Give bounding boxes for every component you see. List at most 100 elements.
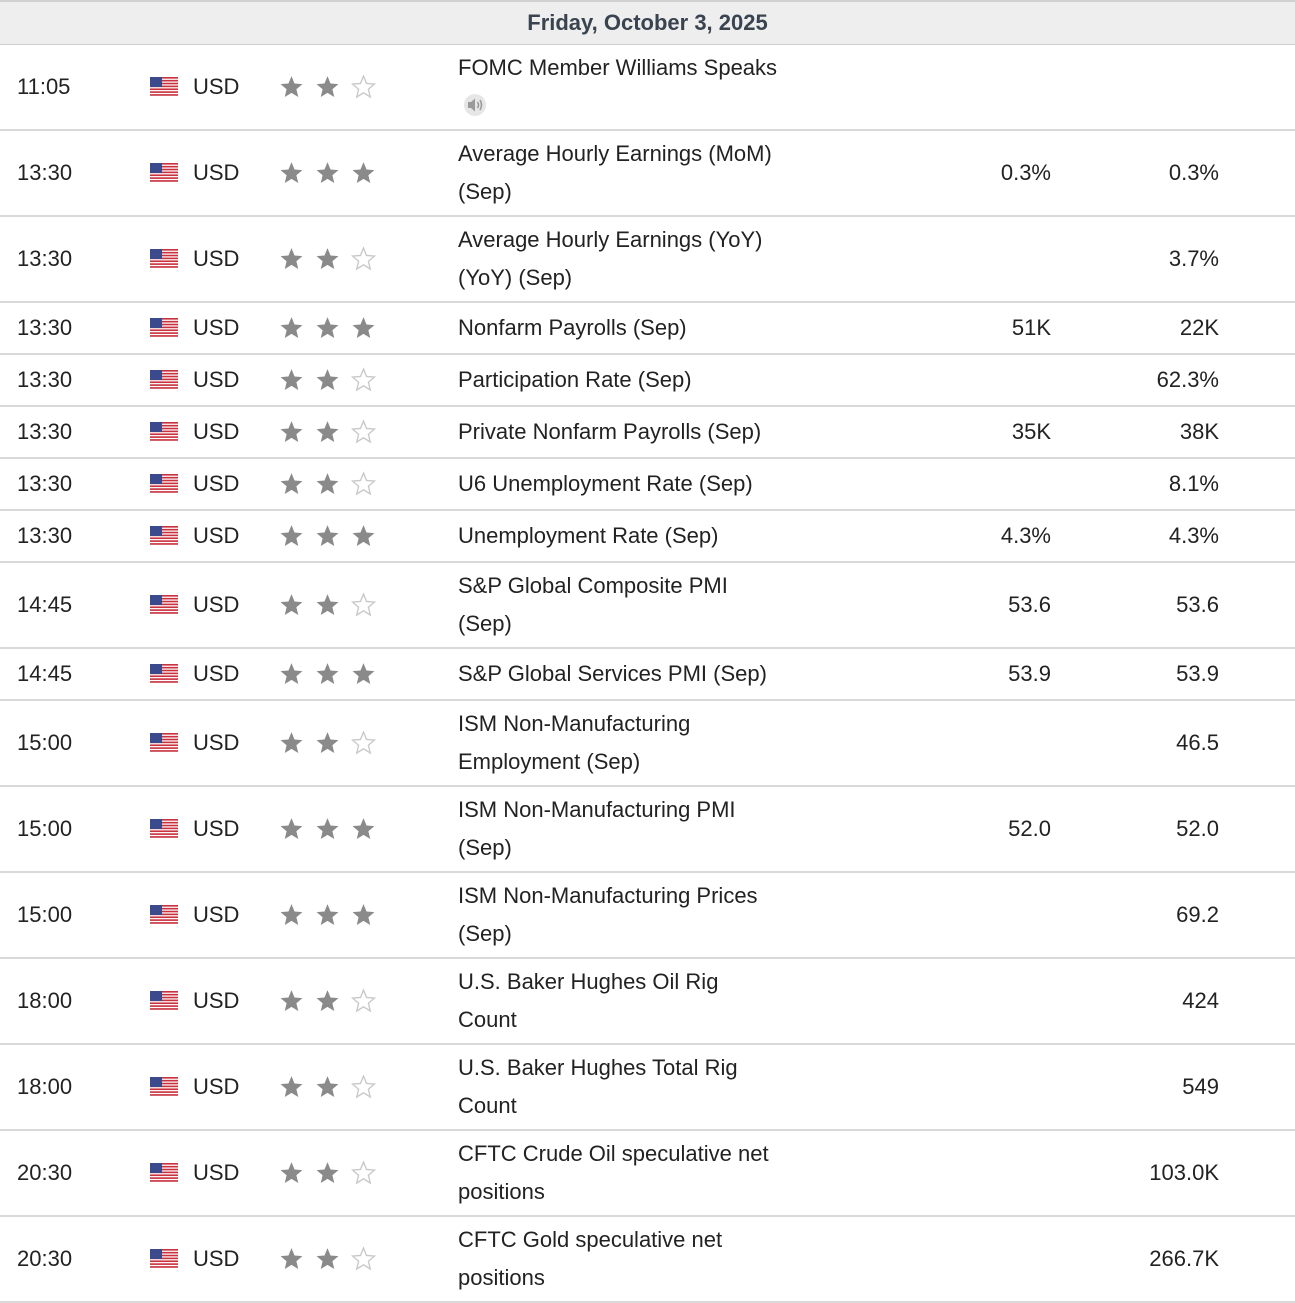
event-name-line2[interactable]: Count (458, 1093, 517, 1118)
event-name[interactable]: U.S. Baker Hughes Total Rig (458, 1055, 738, 1080)
event-name-cell[interactable]: Unemployment Rate (Sep) (458, 523, 818, 549)
event-name[interactable]: Average Hourly Earnings (MoM) (458, 141, 772, 166)
star-filled-icon (316, 1076, 339, 1097)
star-filled-icon (280, 732, 303, 753)
event-name[interactable]: ISM Non-Manufacturing (458, 711, 691, 736)
event-name-cell[interactable]: U.S. Baker Hughes Total Rig Count (458, 1049, 818, 1125)
event-name-line2[interactable]: positions (458, 1179, 545, 1204)
event-name-cell[interactable]: U6 Unemployment Rate (Sep) (458, 471, 818, 497)
event-row[interactable]: 13:30 USD Private Nonfarm Payrolls (Sep) 35… (0, 407, 1295, 459)
event-name-line2[interactable]: (Sep) (458, 921, 512, 946)
event-name-cell[interactable]: ISM Non-Manufacturing PMI (Sep) (458, 791, 818, 867)
star-filled-icon (280, 473, 303, 494)
star-filled-icon (316, 594, 339, 615)
event-name-line2[interactable]: (Sep) (458, 835, 512, 860)
event-name-line2[interactable]: Employment (Sep) (458, 749, 641, 774)
star-empty-icon (351, 988, 376, 1013)
event-row[interactable]: 13:30 USD Nonfarm Payrolls (Sep) 51K 22K (0, 303, 1295, 355)
event-name-cell[interactable]: S&P Global Services PMI (Sep) (458, 661, 818, 687)
event-currency: USD (193, 471, 240, 496)
event-row[interactable]: 14:45 USD S&P Global Services PMI (Sep) 53.… (0, 649, 1295, 701)
impact-stars (279, 74, 376, 100)
event-row[interactable]: 20:30 USD CFTC Crude Oil speculative net po… (0, 1131, 1295, 1217)
event-name[interactable]: ISM Non-Manufacturing Prices (458, 883, 758, 908)
event-row[interactable]: 13:30 USD U6 Unemployment Rate (Sep) 8.1% (0, 459, 1295, 511)
event-name[interactable]: CFTC Gold speculative net (458, 1227, 723, 1252)
event-currency: USD (193, 1246, 240, 1271)
star-filled-icon (280, 663, 303, 684)
event-name-cell[interactable]: ISM Non-Manufacturing Employment (Sep) (458, 705, 818, 781)
event-row[interactable]: 18:00 USD U.S. Baker Hughes Total Rig Count… (0, 1045, 1295, 1131)
event-forecast: 103.0K (1149, 1160, 1219, 1185)
event-name-line2[interactable]: Count (458, 1007, 517, 1032)
impact-stars (279, 1074, 376, 1100)
event-name[interactable]: ISM Non-Manufacturing PMI (458, 797, 736, 822)
event-currency: USD (193, 902, 240, 927)
event-currency: USD (193, 730, 240, 755)
event-name-cell[interactable]: ISM Non-Manufacturing Prices (Sep) (458, 877, 818, 953)
event-name[interactable]: U.S. Baker Hughes Oil Rig (458, 969, 719, 994)
event-name[interactable]: U6 Unemployment Rate (Sep) (458, 471, 753, 496)
event-name[interactable]: Nonfarm Payrolls (Sep) (458, 315, 687, 340)
event-name-cell[interactable]: CFTC Crude Oil speculative net positions (458, 1135, 818, 1211)
star-filled-icon (316, 663, 339, 684)
star-empty-icon (351, 74, 376, 99)
star-filled-icon (280, 525, 303, 546)
star-filled-icon (352, 904, 375, 925)
event-row[interactable]: 15:00 USD ISM Non-Manufacturing Prices (Sep… (0, 873, 1295, 959)
event-name-line2[interactable]: (Sep) (458, 611, 512, 636)
event-row[interactable]: 20:30 USD CFTC Gold speculative net positio… (0, 1217, 1295, 1303)
event-row[interactable]: 13:30 USD Unemployment Rate (Sep) 4.3% 4.3% (0, 511, 1295, 563)
event-currency: USD (193, 367, 240, 392)
event-name[interactable]: FOMC Member Williams Speaks (458, 55, 778, 80)
event-row[interactable]: 18:00 USD U.S. Baker Hughes Oil Rig Count 42… (0, 959, 1295, 1045)
event-name-cell[interactable]: U.S. Baker Hughes Oil Rig Count (458, 963, 818, 1039)
event-name-cell[interactable]: FOMC Member Williams Speaks (458, 49, 818, 125)
impact-stars (279, 524, 376, 549)
event-time: 15:00 (17, 730, 73, 755)
impact-stars (279, 1246, 376, 1272)
event-name[interactable]: S&P Global Services PMI (Sep) (458, 661, 767, 686)
us-flag-icon (150, 733, 178, 753)
event-actual: 35K (1011, 419, 1051, 444)
event-row[interactable]: 13:30 USD Average Hourly Earnings (YoY) (Yo… (0, 217, 1295, 303)
event-time: 13:30 (17, 523, 73, 548)
us-flag-icon (150, 526, 178, 546)
speaker-icon[interactable] (462, 93, 488, 117)
event-name[interactable]: Unemployment Rate (Sep) (458, 523, 719, 548)
event-name-cell[interactable]: Participation Rate (Sep) (458, 367, 818, 393)
event-name[interactable]: Private Nonfarm Payrolls (Sep) (458, 419, 762, 444)
event-name-line2[interactable]: (Sep) (458, 179, 512, 204)
star-empty-icon (351, 471, 376, 496)
event-name[interactable]: S&P Global Composite PMI (458, 573, 728, 598)
event-row[interactable]: 11:05 USD FOMC Member Williams Speaks (0, 45, 1295, 131)
event-name-cell[interactable]: Nonfarm Payrolls (Sep) (458, 315, 818, 341)
event-name[interactable]: Participation Rate (Sep) (458, 367, 692, 392)
event-name[interactable]: CFTC Crude Oil speculative net (458, 1141, 769, 1166)
event-row[interactable]: 14:45 USD S&P Global Composite PMI (Sep) 53.… (0, 563, 1295, 649)
event-name-cell[interactable]: Private Nonfarm Payrolls (Sep) (458, 419, 818, 445)
star-filled-icon (280, 248, 303, 269)
event-time: 11:05 (17, 74, 71, 99)
event-row[interactable]: 15:00 USD ISM Non-Manufacturing Employment … (0, 701, 1295, 787)
star-empty-icon (351, 419, 376, 444)
event-time: 13:30 (17, 315, 73, 340)
star-filled-icon (280, 317, 303, 338)
impact-stars (279, 367, 376, 393)
event-name-line2[interactable]: (YoY) (Sep) (458, 265, 573, 290)
event-row[interactable]: 15:00 USD ISM Non-Manufacturing PMI (Sep) 52… (0, 787, 1295, 873)
event-name[interactable]: Average Hourly Earnings (YoY) (458, 227, 763, 252)
event-actual: 0.3% (1000, 160, 1051, 185)
event-row[interactable]: 13:30 USD Participation Rate (Sep) 62.3% (0, 355, 1295, 407)
event-name-cell[interactable]: Average Hourly Earnings (MoM) (Sep) (458, 135, 818, 211)
event-name-cell[interactable]: CFTC Gold speculative net positions (458, 1221, 818, 1297)
event-name-cell[interactable]: S&P Global Composite PMI (Sep) (458, 567, 818, 643)
star-filled-icon (316, 248, 339, 269)
star-filled-icon (316, 1248, 339, 1269)
event-name-cell[interactable]: Average Hourly Earnings (YoY) (YoY) (Sep) (458, 221, 818, 297)
us-flag-icon (150, 1249, 178, 1269)
event-list: 11:05 USD FOMC Member Williams Speaks 13:30… (0, 45, 1295, 1303)
event-name-line2[interactable]: positions (458, 1265, 545, 1290)
event-forecast: 46.5 (1176, 730, 1219, 755)
event-row[interactable]: 13:30 USD Average Hourly Earnings (MoM) (Se… (0, 131, 1295, 217)
